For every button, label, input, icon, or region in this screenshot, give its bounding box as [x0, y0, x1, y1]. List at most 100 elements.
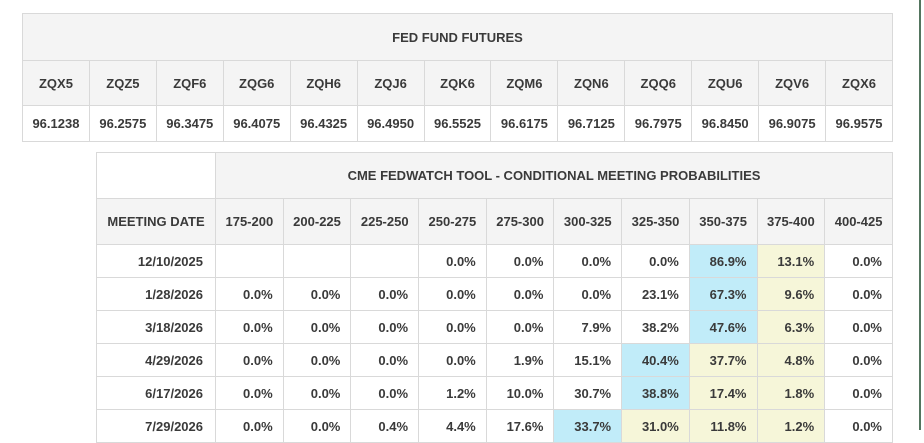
futures-column-header: ZQG6	[222, 60, 291, 106]
futures-price-cell: 96.4075	[222, 105, 291, 142]
rate-range-header: 350-375	[688, 198, 758, 245]
probability-cell: 0.0%	[824, 409, 893, 443]
probability-cell: 0.0%	[215, 310, 284, 344]
futures-price-cell: 96.4950	[356, 105, 425, 142]
futures-title-row: FED FUND FUTURES	[22, 13, 893, 61]
probability-cell: 17.4%	[688, 376, 758, 410]
fedwatch-table: CME FEDWATCH TOOL - CONDITIONAL MEETING …	[96, 152, 893, 443]
futures-column-header: ZQQ6	[624, 60, 693, 106]
probability-cell: 0.0%	[282, 343, 352, 377]
fedwatch-row: 3/18/2026 0.0% 0.0% 0.0% 0.0% 0.0% 7.9% 38.2% 47…	[96, 310, 893, 344]
probability-cell: 38.8%	[621, 376, 690, 410]
probability-cell: 31.0%	[621, 409, 690, 443]
rate-range-header: 250-275	[418, 198, 487, 245]
futures-column-header: ZQM6	[490, 60, 559, 106]
meeting-date-cell: 4/29/2026	[96, 343, 216, 377]
probability-cell: 0.0%	[282, 376, 352, 410]
probability-cell: 0.0%	[350, 310, 420, 344]
rate-range-header: 325-350	[621, 198, 690, 245]
rate-range-header: 200-225	[282, 198, 352, 245]
futures-price-cell: 96.9575	[825, 105, 893, 142]
meeting-date-cell: 6/17/2026	[96, 376, 216, 410]
probability-cell: 0.0%	[282, 409, 352, 443]
rate-range-header: 175-200	[215, 198, 284, 245]
fedwatch-row: 12/10/2025 0.0% 0.0% 0.0% 0.0% 86.9% 13.1% 0.0%	[96, 244, 893, 278]
futures-table-title: FED FUND FUTURES	[22, 13, 893, 61]
probability-cell: 33.7%	[553, 409, 623, 443]
probability-cell: 6.3%	[756, 310, 826, 344]
probability-cell: 0.0%	[215, 277, 284, 311]
futures-price-cell: 96.5525	[423, 105, 492, 142]
probability-cell: 0.0%	[485, 277, 555, 311]
probability-cell: 0.0%	[824, 277, 893, 311]
rate-range-header: 400-425	[824, 198, 893, 245]
fedwatch-row: 7/29/2026 0.0% 0.0% 0.4% 4.4% 17.6% 33.7% 31.0%…	[96, 409, 893, 443]
futures-column-header: ZQZ5	[88, 60, 157, 106]
probability-cell	[215, 244, 284, 278]
futures-column-header: ZQF6	[155, 60, 224, 106]
probability-cell: 38.2%	[621, 310, 690, 344]
probability-cell: 10.0%	[485, 376, 555, 410]
futures-column-header: ZQV6	[758, 60, 827, 106]
meeting-date-cell: 7/29/2026	[96, 409, 216, 443]
probability-cell: 0.0%	[824, 343, 893, 377]
probability-cell: 4.4%	[418, 409, 487, 443]
futures-column-header: ZQN6	[557, 60, 626, 106]
rate-range-header: 300-325	[553, 198, 623, 245]
meeting-date-cell: 3/18/2026	[96, 310, 216, 344]
probability-cell: 0.0%	[215, 343, 284, 377]
futures-price-row: 96.1238 96.2575 96.3475 96.4075 96.4325 96.49…	[22, 105, 893, 142]
meeting-date-cell: 1/28/2026	[96, 277, 216, 311]
probability-cell: 4.8%	[756, 343, 826, 377]
probability-cell: 0.0%	[350, 343, 420, 377]
futures-price-cell: 96.6175	[490, 105, 559, 142]
probability-cell: 1.8%	[756, 376, 826, 410]
fedwatch-header-row: MEETING DATE 175-200 200-225 225-250 250-275…	[96, 198, 893, 245]
probability-cell: 1.9%	[485, 343, 555, 377]
fedwatch-row: 4/29/2026 0.0% 0.0% 0.0% 0.0% 1.9% 15.1% 40.4% 3…	[96, 343, 893, 377]
probability-cell: 40.4%	[621, 343, 690, 377]
futures-column-header: ZQH6	[289, 60, 358, 106]
probability-cell: 86.9%	[688, 244, 758, 278]
meeting-date-cell: 12/10/2025	[96, 244, 216, 278]
probability-cell: 0.0%	[553, 277, 623, 311]
probability-cell: 0.0%	[553, 244, 623, 278]
probability-cell: 0.0%	[418, 244, 487, 278]
probability-cell	[350, 244, 420, 278]
rate-range-header: 225-250	[350, 198, 420, 245]
probability-cell: 30.7%	[553, 376, 623, 410]
probability-cell: 17.6%	[485, 409, 555, 443]
futures-price-cell: 96.2575	[88, 105, 157, 142]
futures-column-header: ZQX5	[22, 60, 90, 106]
probability-cell: 47.6%	[688, 310, 758, 344]
window-edge-line	[919, 0, 921, 430]
probability-cell: 0.0%	[621, 244, 690, 278]
meeting-date-header: MEETING DATE	[96, 198, 216, 245]
fedwatch-corner-cell	[96, 152, 216, 199]
futures-price-cell: 96.3475	[155, 105, 224, 142]
probability-cell: 0.0%	[215, 409, 284, 443]
probability-cell: 0.0%	[418, 343, 487, 377]
probability-cell: 1.2%	[418, 376, 487, 410]
futures-price-cell: 96.1238	[22, 105, 90, 142]
fedwatch-row: 6/17/2026 0.0% 0.0% 0.0% 1.2% 10.0% 30.7% 38.8%…	[96, 376, 893, 410]
probability-cell	[282, 244, 352, 278]
fedwatch-row: 1/28/2026 0.0% 0.0% 0.0% 0.0% 0.0% 0.0% 23.1% 67…	[96, 277, 893, 311]
probability-cell: 13.1%	[756, 244, 826, 278]
probability-cell: 9.6%	[756, 277, 826, 311]
futures-column-header: ZQK6	[423, 60, 492, 106]
probability-cell: 0.4%	[350, 409, 420, 443]
futures-price-cell: 96.7125	[557, 105, 626, 142]
futures-header-row: ZQX5 ZQZ5 ZQF6 ZQG6 ZQH6 ZQJ6 ZQK6 ZQM6 ZQN6 ZQQ6…	[22, 60, 893, 106]
probability-cell: 0.0%	[485, 244, 555, 278]
probability-cell: 37.7%	[688, 343, 758, 377]
futures-column-header: ZQU6	[691, 60, 760, 106]
probability-cell: 0.0%	[350, 376, 420, 410]
probability-cell: 1.2%	[756, 409, 826, 443]
fed-fund-futures-table: FED FUND FUTURES ZQX5 ZQZ5 ZQF6 ZQG6 ZQH6 ZQJ…	[22, 13, 893, 142]
probability-cell: 0.0%	[824, 376, 893, 410]
probability-cell: 0.0%	[485, 310, 555, 344]
probability-cell: 0.0%	[282, 310, 352, 344]
probability-cell: 0.0%	[282, 277, 352, 311]
rate-range-header: 375-400	[756, 198, 826, 245]
